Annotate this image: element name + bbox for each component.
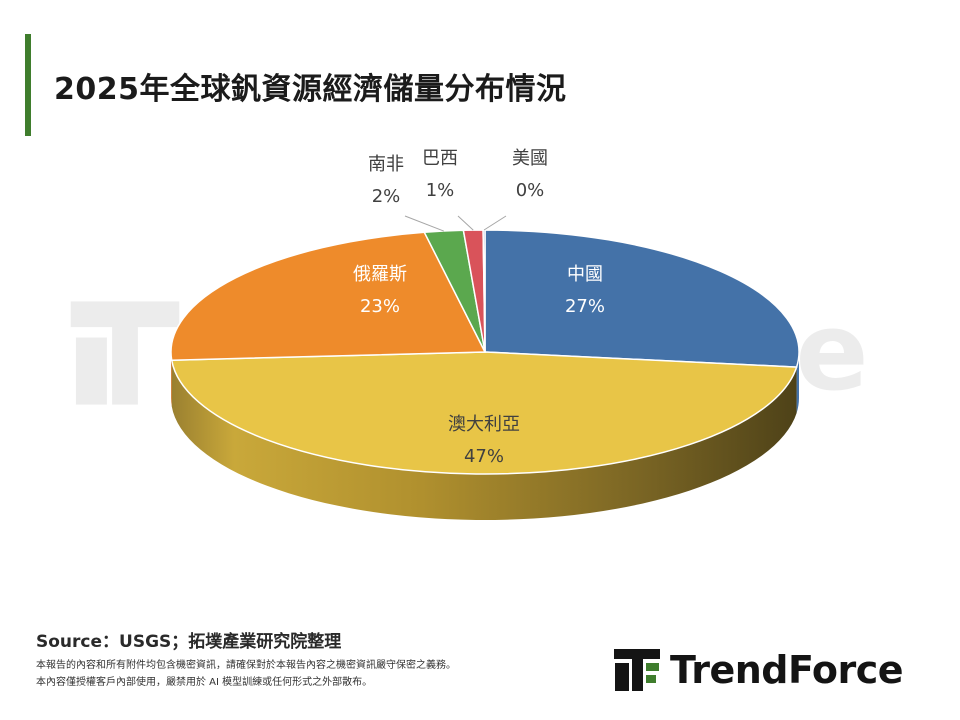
confidential-notice: 本報告的內容和所有附件均包含機密資訊，請確保對於本報告內容之機密資訊嚴守保密之義…: [36, 660, 456, 671]
slice-3-top: [170, 231, 487, 361]
usage-notice: 本內容僅授權客戶內部使用，嚴禁用於 AI 模型訓練或任何形式之外部散布。: [36, 677, 373, 688]
slice-1-value-label: 27%: [565, 296, 605, 317]
pie-top: [170, 229, 800, 475]
trendforce-logo-icon: [614, 649, 660, 691]
page-title: 2025年全球釩資源經濟儲量分布情況: [54, 72, 567, 107]
watermark-logo-icon: [70, 300, 180, 405]
source-note: Source：USGS；拓墣產業研究院整理: [36, 632, 342, 652]
slice-1-top: [484, 229, 800, 368]
slice-3-value-label: 23%: [360, 296, 400, 317]
slice-1-name-label: 中國: [567, 264, 603, 285]
slice-6-value-label: 0%: [516, 180, 545, 201]
slice-2-top: [170, 351, 798, 475]
slice-4-name-label: 南非: [368, 154, 404, 175]
slice-3-side: [171, 352, 172, 407]
slice-2-name-label: 澳大利亞: [448, 414, 520, 435]
slice-3-name-label: 俄羅斯: [353, 264, 407, 285]
slice-2-value-label: 47%: [464, 446, 504, 467]
brand-logo: TrendForce: [612, 646, 904, 694]
title-accent-bar: [25, 34, 31, 136]
slice-4-value-label: 2%: [372, 186, 401, 207]
slice-5-leader-line: [457, 215, 474, 231]
slice-4-leader-line: [404, 215, 444, 232]
logo-text: TrendForce: [670, 648, 904, 692]
slice-6-leader-line: [483, 215, 507, 231]
slice-6-name-label: 美國: [512, 148, 548, 169]
slice-2-side: [171, 360, 797, 521]
pie-labels: 中國 27% 澳大利亞 47% 俄羅斯 23% 南非 2% 巴西 1% 美國 0%: [353, 148, 605, 467]
slice-5-name-label: 巴西: [422, 148, 458, 169]
pie-chart: 中國 27% 澳大利亞 47% 俄羅斯 23% 南非 2% 巴西 1% 美國 0%: [170, 148, 800, 521]
slice-5-value-label: 1%: [426, 180, 455, 201]
